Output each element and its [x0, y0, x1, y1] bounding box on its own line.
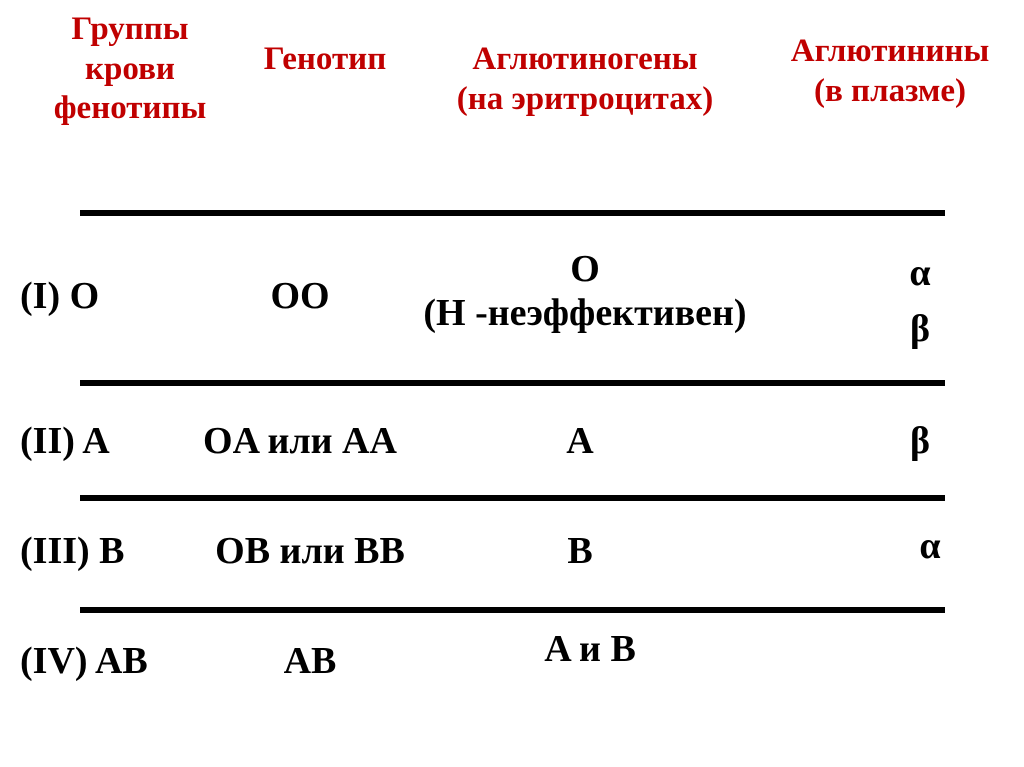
row3-agglutinin: α	[870, 525, 990, 569]
row4-phenotype: (IV) AB	[10, 640, 210, 684]
row4-genotype: AB	[220, 640, 400, 684]
row4-agglutinogens: A и B	[480, 628, 700, 672]
row1-genotype: OO	[200, 275, 400, 319]
row1-agglutinin-beta: β	[860, 308, 980, 352]
divider	[80, 495, 945, 501]
row1-phenotype: (I) O	[10, 275, 190, 319]
row2-agglutinin: β	[860, 420, 980, 464]
row3-agglutinogens: B	[480, 530, 680, 574]
row1-agglutinogens: O(H -неэффективен)	[410, 248, 760, 335]
row3-phenotype: (III) B	[10, 530, 190, 574]
row2-phenotype: (II) A	[10, 420, 190, 464]
header-phenotype: Группыкровифенотипы	[30, 10, 230, 129]
divider	[80, 210, 945, 216]
table-container: Группыкровифенотипы Генотип Аглютиногены…	[0, 0, 1024, 767]
row2-agglutinogens: A	[480, 420, 680, 464]
header-genotype: Генотип	[225, 40, 425, 80]
row3-genotype: OB или BB	[170, 530, 450, 574]
row1-agglutinin-alpha: α	[860, 252, 980, 296]
header-agglutinogens: Аглютиногены(на эритроцитах)	[400, 40, 770, 119]
divider	[80, 380, 945, 386]
divider	[80, 607, 945, 613]
header-agglutinins: Аглютинины(в плазме)	[770, 32, 1010, 111]
row2-genotype: OA или AA	[170, 420, 430, 464]
